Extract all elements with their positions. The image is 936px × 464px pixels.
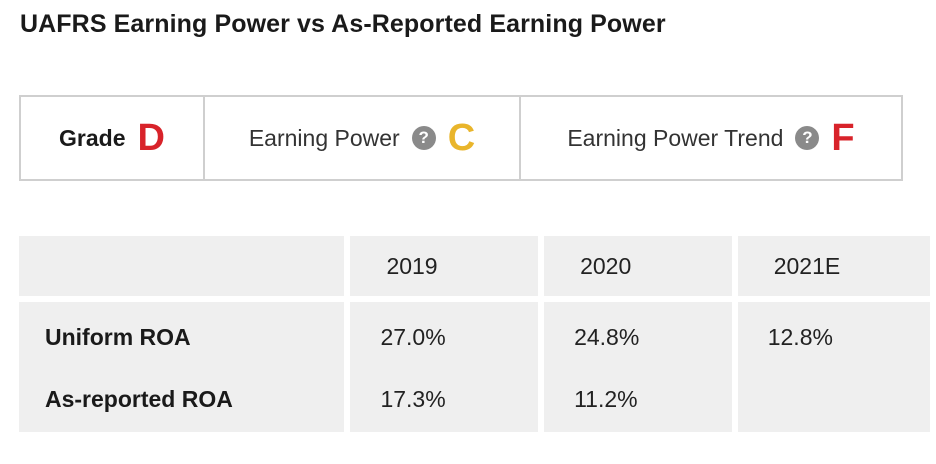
table-header-2019: 2019 xyxy=(350,236,539,296)
earning-power-grade: C xyxy=(447,117,476,159)
column-2019: 27.0% 17.3% xyxy=(350,302,539,432)
earning-power-trend-help-icon[interactable]: ? xyxy=(795,126,820,150)
earning-power-trend-label: Earning Power Trend xyxy=(567,124,784,151)
roa-table: 2019 2020 2021E Uniform ROA As-reported … xyxy=(13,230,936,438)
uniform-roa-2020: 24.8% xyxy=(574,324,640,350)
as-reported-roa-2020: 11.2% xyxy=(574,386,638,412)
earning-power-trend-cell: Earning Power Trend ? F xyxy=(521,97,901,179)
row-label-as-reported-roa: As-reported ROA xyxy=(45,386,233,412)
column-2021e: 12.8% xyxy=(737,302,930,432)
as-reported-roa-2021e xyxy=(738,368,930,430)
earning-power-label: Earning Power xyxy=(248,124,400,151)
grade-panel: Grade D Earning Power ? C Earning Power … xyxy=(19,95,903,181)
column-2020: 24.8% 11.2% xyxy=(544,302,732,432)
earning-power-help-icon[interactable]: ? xyxy=(411,126,436,150)
uniform-roa-2019: 27.0% xyxy=(380,324,446,350)
table-header-2020: 2020 xyxy=(544,236,732,296)
page-title: UAFRS Earning Power vs As-Reported Earni… xyxy=(20,10,666,38)
table-body-row: Uniform ROA As-reported ROA 27.0% 17.3% … xyxy=(19,302,930,432)
as-reported-roa-2019: 17.3% xyxy=(380,386,446,412)
table-header-2021e: 2021E xyxy=(737,236,930,296)
overall-grade-value: D xyxy=(137,117,165,159)
earning-power-cell: Earning Power ? C xyxy=(205,97,521,179)
table-header-row: 2019 2020 2021E xyxy=(19,236,930,296)
row-labels-column: Uniform ROA As-reported ROA xyxy=(19,302,345,432)
overall-grade-cell: Grade D xyxy=(21,97,205,179)
grade-label: Grade xyxy=(59,124,126,151)
earning-power-trend-grade: F xyxy=(831,117,855,159)
table-header-blank xyxy=(19,236,345,296)
uniform-roa-2021e: 12.8% xyxy=(767,324,833,350)
row-label-uniform-roa: Uniform ROA xyxy=(45,324,191,350)
